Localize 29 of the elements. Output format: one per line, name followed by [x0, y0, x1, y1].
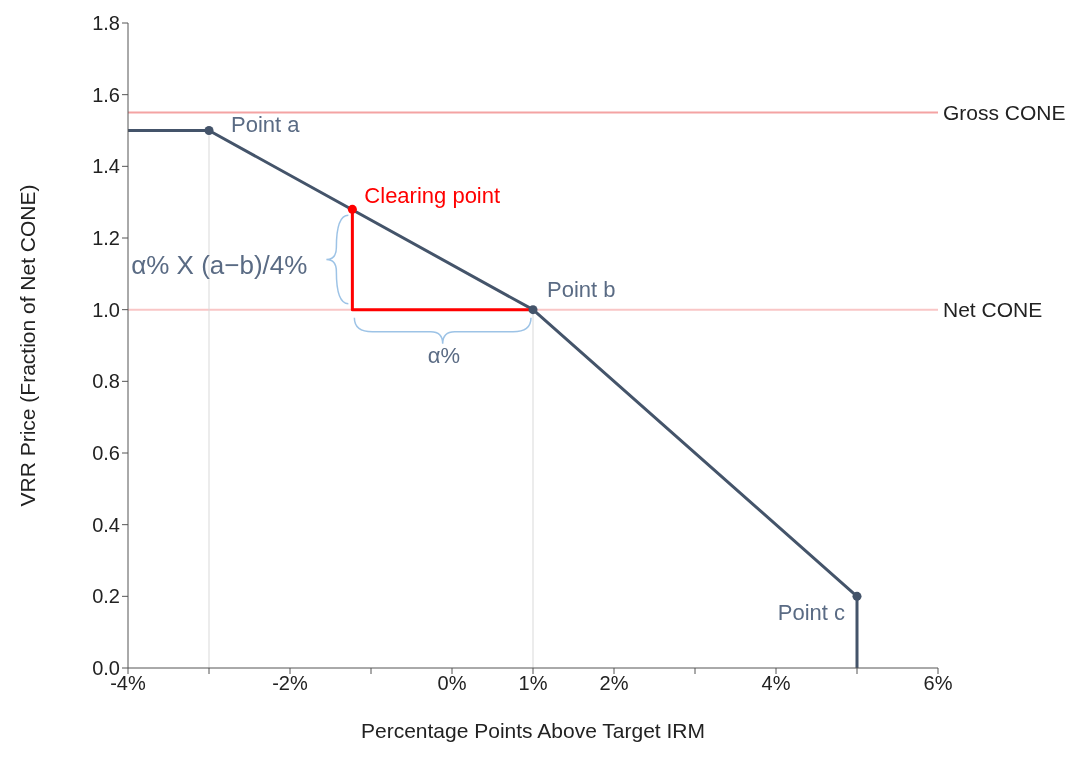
x-tick-label: -2% — [272, 672, 308, 695]
x-axis-title: Percentage Points Above Target IRM — [361, 719, 705, 742]
annotation: α% X (a−b)/4% — [131, 250, 308, 281]
x-tick-label: 6% — [923, 672, 953, 695]
point — [528, 305, 538, 315]
point — [204, 125, 214, 136]
y-tick-label: 1.8 — [92, 12, 120, 35]
y-tick-label: 0.8 — [92, 370, 120, 393]
annotation: Point a — [231, 112, 301, 138]
point — [347, 204, 357, 214]
y-tick-label: 1.0 — [92, 298, 120, 321]
y-tick-label: 1.6 — [92, 83, 120, 106]
x-tick-label: 0% — [437, 672, 467, 695]
x-tick-label: 4% — [761, 672, 791, 695]
annotation: α% — [427, 343, 461, 369]
y-tick-label: 1.4 — [92, 155, 120, 178]
y-tick-label: 0.6 — [92, 442, 120, 465]
annotation: Point b — [547, 277, 616, 303]
ref-line-label: Gross CONE — [943, 101, 1066, 125]
x-tick-label: 2% — [599, 672, 629, 695]
point — [852, 591, 862, 601]
ref-line-label: Net CONE — [943, 298, 1043, 322]
y-tick-label: 1.2 — [92, 227, 120, 250]
y-axis-title: VRR Price (Fraction of Net CONE) — [16, 184, 40, 507]
x-tick-label: 1% — [518, 672, 548, 695]
y-tick-label: 0.4 — [92, 513, 120, 536]
annotation: Clearing point — [364, 183, 501, 209]
y-tick-label: 0.2 — [92, 585, 120, 608]
annotation: Point c — [777, 600, 845, 626]
